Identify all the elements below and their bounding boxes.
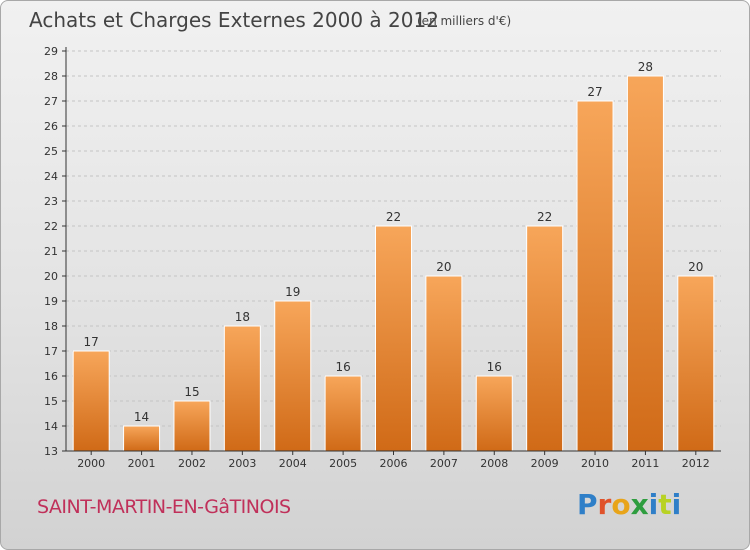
logo-letter: i (671, 488, 682, 521)
chart-unit: (en milliers d'€) (417, 14, 512, 28)
y-tick-label: 25 (44, 145, 58, 158)
x-tick-label: 2005 (329, 457, 357, 470)
y-tick-label: 20 (44, 270, 58, 283)
y-tick-label: 22 (44, 220, 58, 233)
bar (475, 375, 513, 452)
bar-value-label: 17 (84, 335, 99, 349)
x-tick-label: 2011 (631, 457, 659, 470)
x-tick-label: 2002 (178, 457, 206, 470)
bar (425, 275, 463, 452)
x-tick-label: 2003 (228, 457, 256, 470)
bar (72, 350, 110, 452)
x-tick-label: 2000 (77, 457, 105, 470)
logo-letter: t (658, 488, 672, 521)
x-tick-label: 2007 (430, 457, 458, 470)
bar (576, 100, 614, 452)
x-tick-label: 2006 (380, 457, 408, 470)
bar-value-label: 16 (487, 360, 502, 374)
bar-value-label: 22 (386, 210, 401, 224)
x-tick-label: 2012 (682, 457, 710, 470)
bar-value-label: 16 (335, 360, 350, 374)
commune-name: SAINT-MARTIN-EN-GâTINOIS (37, 496, 291, 518)
bar-value-label: 27 (587, 85, 602, 99)
bar (123, 425, 161, 452)
bar-value-label: 15 (184, 385, 199, 399)
y-tick-label: 28 (44, 70, 58, 83)
bar (526, 225, 564, 452)
y-tick-label: 19 (44, 295, 58, 308)
y-tick-label: 17 (44, 345, 58, 358)
logo-letter: x (630, 488, 649, 521)
logo-letter: r (597, 488, 612, 521)
y-tick-label: 27 (44, 95, 58, 108)
logo-letter: i (648, 488, 659, 521)
bar-value-label: 20 (436, 260, 451, 274)
x-tick-label: 2008 (480, 457, 508, 470)
y-tick-label: 13 (44, 445, 58, 458)
x-tick-label: 2009 (531, 457, 559, 470)
bar-value-label: 19 (285, 285, 300, 299)
y-tick-label: 14 (44, 420, 58, 433)
bar (677, 275, 715, 452)
y-tick-label: 15 (44, 395, 58, 408)
bar-value-label: 28 (638, 60, 653, 74)
y-tick-label: 18 (44, 320, 58, 333)
bar (626, 75, 664, 452)
chart-title: Achats et Charges Externes 2000 à 2012 (29, 8, 439, 32)
bar (274, 300, 312, 452)
x-tick-label: 2004 (279, 457, 307, 470)
bar-value-label: 22 (537, 210, 552, 224)
y-tick-label: 26 (44, 120, 58, 133)
bar (223, 325, 261, 452)
bar-value-label: 14 (134, 410, 149, 424)
y-tick-label: 29 (44, 45, 58, 58)
bar-value-label: 20 (688, 260, 703, 274)
bar (173, 400, 211, 452)
y-tick-label: 23 (44, 195, 58, 208)
logo-letter: o (611, 488, 631, 521)
bar (324, 375, 362, 452)
y-tick-label: 21 (44, 245, 58, 258)
proxiti-logo: Proxiti (577, 488, 681, 521)
y-tick-label: 24 (44, 170, 58, 183)
x-tick-label: 2001 (128, 457, 156, 470)
y-tick-label: 16 (44, 370, 58, 383)
logo-letter: P (577, 488, 598, 521)
x-tick-label: 2010 (581, 457, 609, 470)
bar-value-label: 18 (235, 310, 250, 324)
bar (375, 225, 412, 452)
